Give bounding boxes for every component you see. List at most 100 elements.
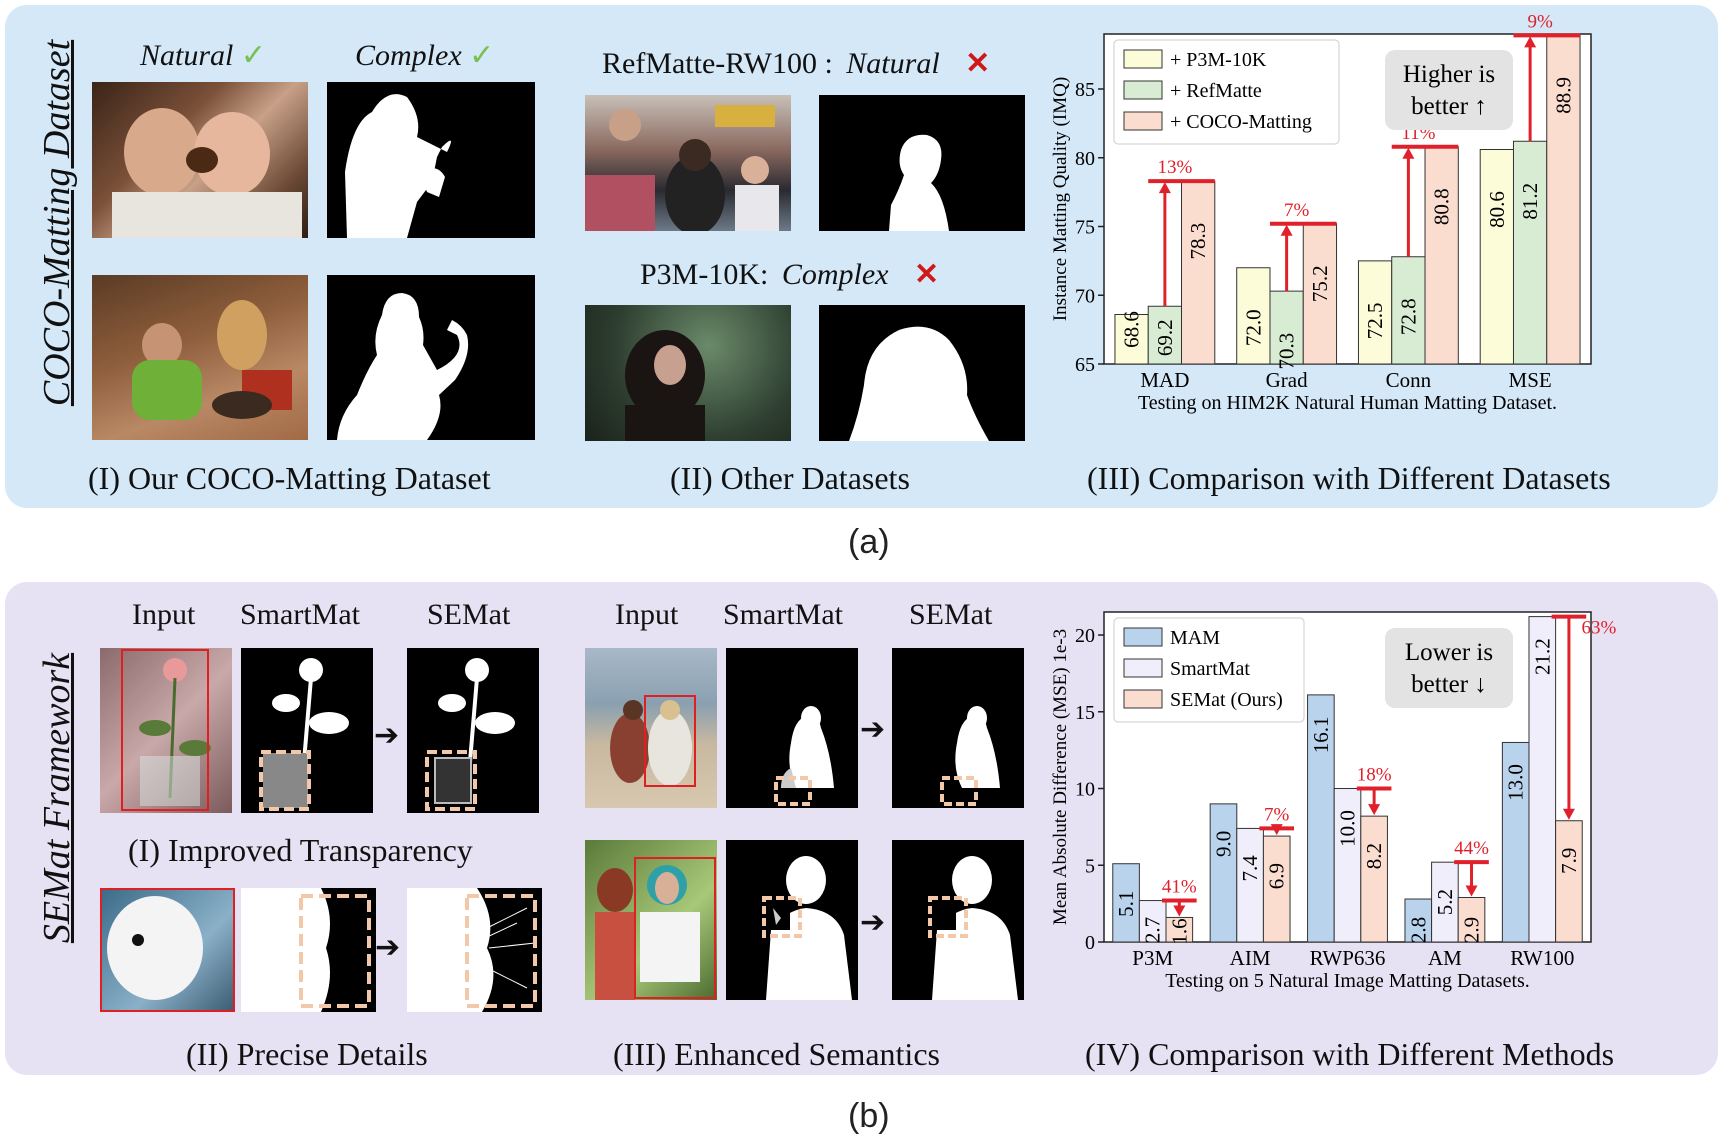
legend-swatch bbox=[1123, 49, 1163, 69]
arrow-head-icon bbox=[1173, 905, 1186, 917]
x-tick-label: P3M bbox=[1132, 946, 1173, 970]
improvement-label: 9% bbox=[1527, 11, 1553, 32]
col-header-input: Input bbox=[132, 598, 196, 631]
note-text: Lower is bbox=[1405, 639, 1493, 666]
bar-value-label: 8.2 bbox=[1362, 843, 1386, 869]
arrow-head-icon bbox=[1524, 36, 1537, 48]
improvement-label: 18% bbox=[1357, 765, 1392, 786]
photo-thumbnail bbox=[585, 95, 791, 231]
complex-header: Complex ✓ bbox=[355, 39, 495, 72]
improvement-label: 7% bbox=[1284, 200, 1310, 221]
y-tick-label: 0 bbox=[1085, 932, 1095, 954]
y-axis-label: Mean Absolute Difference (MSE) 1e-3 bbox=[1050, 629, 1071, 925]
transparency-caption: (I) Improved Transparency bbox=[128, 832, 473, 868]
improvement-label: 41% bbox=[1162, 877, 1197, 898]
bar bbox=[1457, 896, 1486, 943]
other-datasets-caption: (II) Other Datasets bbox=[670, 460, 910, 496]
right-arrow-icon: ➔ bbox=[860, 713, 886, 746]
arrow-head-icon bbox=[1158, 182, 1171, 194]
y-tick-label: 85 bbox=[1075, 79, 1095, 101]
y-tick-label: 20 bbox=[1075, 625, 1095, 647]
bar-value-label: 21.2 bbox=[1530, 638, 1554, 675]
note-text: Higher is bbox=[1403, 61, 1495, 88]
bar bbox=[1114, 314, 1149, 365]
semantics-caption: (III) Enhanced Semantics bbox=[613, 1036, 940, 1072]
bar-value-label: 13.0 bbox=[1504, 764, 1528, 801]
legend-swatch bbox=[1123, 627, 1163, 647]
bar-value-label: 68.6 bbox=[1120, 311, 1144, 348]
bar bbox=[1138, 900, 1167, 943]
matte-thumbnail bbox=[819, 95, 1025, 231]
legend: MAM SmartMat SEMat (Ours) bbox=[1113, 617, 1305, 723]
bar bbox=[1360, 815, 1388, 943]
arrow-head-icon bbox=[1368, 804, 1381, 816]
sub-label-a: (a) bbox=[848, 523, 890, 561]
bar bbox=[1424, 146, 1459, 365]
bar bbox=[1269, 290, 1304, 365]
matte-thumbnail bbox=[892, 840, 1024, 1000]
photo-thumbnail bbox=[92, 275, 308, 440]
bar bbox=[1512, 140, 1548, 365]
details-caption: (II) Precise Details bbox=[186, 1036, 428, 1072]
x-tick-label: AIM bbox=[1230, 946, 1271, 970]
check-icon: ✓ bbox=[240, 39, 266, 72]
x-tick-label: MSE bbox=[1509, 368, 1552, 392]
sub-label-b: (b) bbox=[848, 1097, 890, 1135]
bar bbox=[1404, 898, 1433, 943]
legend-label: + RefMatte bbox=[1170, 80, 1262, 102]
bar-value-label: 6.9 bbox=[1265, 863, 1289, 889]
bar-value-label: 5.2 bbox=[1433, 889, 1457, 915]
improvement-label: 44% bbox=[1454, 838, 1489, 859]
bar-value-label: 16.1 bbox=[1309, 717, 1333, 754]
legend-box bbox=[1113, 39, 1340, 145]
chart-a-caption: (III) Comparison with Different Datasets bbox=[1087, 460, 1611, 496]
bar bbox=[1528, 616, 1557, 943]
y-tick-label: 10 bbox=[1075, 779, 1095, 801]
bar-value-label: 1.6 bbox=[1167, 918, 1191, 944]
bar bbox=[1236, 827, 1264, 943]
bar bbox=[1546, 34, 1581, 365]
legend-label: + COCO-Matting bbox=[1170, 111, 1312, 133]
photo-thumbnail bbox=[100, 888, 235, 1012]
legend: + P3M-10K + RefMatte + COCO-Matting bbox=[1113, 39, 1340, 145]
bar-value-label: 10.0 bbox=[1336, 810, 1360, 847]
col-header-smartmat: SmartMat bbox=[240, 598, 360, 631]
bar-value-label: 70.3 bbox=[1275, 333, 1299, 370]
panel-b-side-label: SEMat Framework bbox=[36, 652, 78, 944]
bar-value-label: 78.3 bbox=[1186, 223, 1210, 260]
x-tick-label: Grad bbox=[1266, 368, 1308, 392]
matte-thumbnail bbox=[726, 840, 858, 1000]
matte-thumbnail bbox=[892, 648, 1024, 808]
x-tick-label: AM bbox=[1428, 946, 1462, 970]
bar bbox=[1209, 803, 1238, 943]
improvement-label: 63% bbox=[1582, 618, 1617, 639]
x-tick-label: Conn bbox=[1386, 368, 1432, 392]
bar-value-label: 81.2 bbox=[1518, 183, 1542, 220]
cross-icon: ✕ bbox=[965, 47, 991, 80]
arrow-head-icon bbox=[1402, 147, 1415, 159]
legend-label: SmartMat bbox=[1170, 658, 1250, 680]
matte-thumbnail bbox=[327, 82, 535, 238]
arrow-head-icon bbox=[1280, 224, 1293, 236]
legend-label: MAM bbox=[1170, 627, 1220, 649]
x-axis-label: Testing on HIM2K Natural Human Matting D… bbox=[1138, 392, 1557, 414]
p3m-header: P3M-10K: Complex ✕ bbox=[640, 258, 940, 291]
x-tick-label: RWP636 bbox=[1310, 946, 1386, 970]
bar bbox=[1262, 835, 1291, 943]
bar-value-label: 2.9 bbox=[1460, 917, 1484, 943]
note-text: better ↑ bbox=[1411, 93, 1487, 120]
bar-value-label: 72.8 bbox=[1396, 298, 1420, 335]
refmatte-header: RefMatte-RW100 : Natural ✕ bbox=[602, 47, 991, 80]
bar-value-label: 80.6 bbox=[1485, 191, 1509, 228]
bar-value-label: 72.0 bbox=[1241, 309, 1265, 346]
col-header-semat: SEMat bbox=[427, 598, 511, 631]
y-tick-label: 15 bbox=[1075, 702, 1095, 724]
col-header-semat: SEMat bbox=[909, 598, 993, 631]
bar bbox=[1112, 863, 1140, 943]
x-tick-label: RW100 bbox=[1510, 946, 1574, 970]
bar bbox=[1357, 260, 1393, 365]
legend-swatch bbox=[1123, 689, 1163, 709]
legend-label: + P3M-10K bbox=[1170, 49, 1267, 71]
note-background bbox=[1385, 628, 1513, 708]
